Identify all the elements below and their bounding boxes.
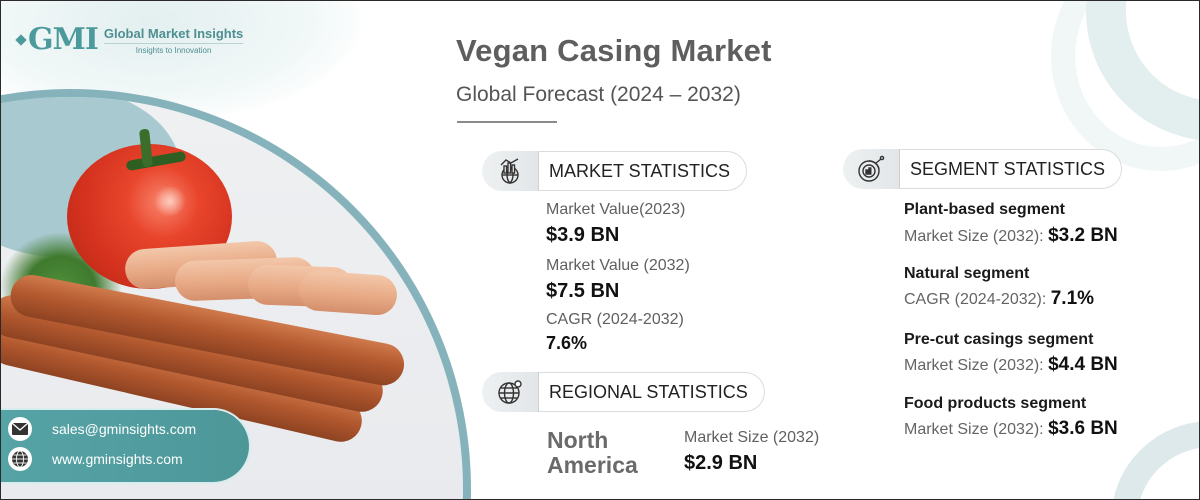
segment-stat: Market Size (2032): $4.4 BN <box>904 354 1118 376</box>
segment-title: Natural segment <box>904 265 1030 282</box>
gmi-logo: GMI Global Market Insights Insights to I… <box>15 22 244 57</box>
globe-pin-icon <box>482 372 538 412</box>
contact-email[interactable]: sales@gminsights.com <box>8 417 196 441</box>
decor-arc-bottom-right <box>1111 421 1199 499</box>
regional-statistics-header: REGIONAL STATISTICS <box>482 372 765 412</box>
segment-title: Plant-based segment <box>904 201 1065 218</box>
segment-stat-label: Market Size (2032): <box>904 421 1049 438</box>
page-title: Vegan Casing Market <box>456 33 772 68</box>
segment-stat: CAGR (2024-2032): 7.1% <box>904 288 1094 310</box>
market-value-2023-value: $3.9 BN <box>546 224 620 246</box>
cagr-label: CAGR (2024-2032) <box>546 311 684 328</box>
page-subtitle: Global Forecast (2024 – 2032) <box>456 83 741 106</box>
segment-stat-label: CAGR (2024-2032): <box>904 291 1051 308</box>
chart-globe-icon <box>482 151 538 191</box>
segment-statistics-header: SEGMENT STATISTICS <box>843 149 1123 189</box>
market-value-2032-value: $7.5 BN <box>546 280 620 302</box>
cagr-value: 7.6% <box>546 333 588 353</box>
segment-stat-value: 7.1% <box>1050 288 1095 309</box>
region-name-line2: America <box>547 452 638 478</box>
email-link[interactable]: sales@gminsights.com <box>52 421 197 437</box>
contact-panel: sales@gminsights.com www.gminsights.com <box>1 410 249 482</box>
market-value-2032-label: Market Value (2032) <box>546 257 690 274</box>
segment-title: Pre-cut casings segment <box>904 331 1094 348</box>
globe-icon <box>8 447 32 471</box>
brand-tagline: Insights to Innovation <box>135 45 212 55</box>
segment-stat: Market Size (2032): $3.6 BN <box>904 418 1118 440</box>
segment-stat-value: $3.2 BN <box>1048 225 1118 246</box>
segment-stat-value: $3.6 BN <box>1048 418 1118 439</box>
regional-statistics-title: REGIONAL STATISTICS <box>538 372 765 412</box>
mail-icon <box>8 417 32 441</box>
market-statistics-title: MARKET STATISTICS <box>538 151 748 191</box>
segment-stat: Market Size (2032): $3.2 BN <box>904 225 1118 247</box>
logo-mark: GMI <box>28 22 99 57</box>
title-divider <box>457 121 557 123</box>
region-name-line1: North <box>547 427 609 453</box>
segment-title: Food products segment <box>904 395 1087 412</box>
segment-statistics-title: SEGMENT STATISTICS <box>899 149 1123 189</box>
market-value-2023-label: Market Value(2023) <box>546 201 686 218</box>
contact-website[interactable]: www.gminsights.com <box>8 447 183 471</box>
logo-diamond-icon <box>15 34 27 46</box>
donut-chart-icon <box>843 149 899 189</box>
region-market-size-value: $2.9 BN <box>684 452 758 474</box>
market-statistics-header: MARKET STATISTICS <box>482 151 748 191</box>
short-sausage <box>297 269 399 317</box>
tomato-highlight <box>153 186 187 216</box>
segment-stat-label: Market Size (2032): <box>904 357 1049 374</box>
brand-name: Global Market Insights <box>103 26 244 44</box>
region-market-size-label: Market Size (2032) <box>684 429 820 446</box>
segment-stat-value: $4.4 BN <box>1048 354 1118 375</box>
segment-stat-label: Market Size (2032): <box>904 228 1049 245</box>
website-link[interactable]: www.gminsights.com <box>52 451 183 467</box>
